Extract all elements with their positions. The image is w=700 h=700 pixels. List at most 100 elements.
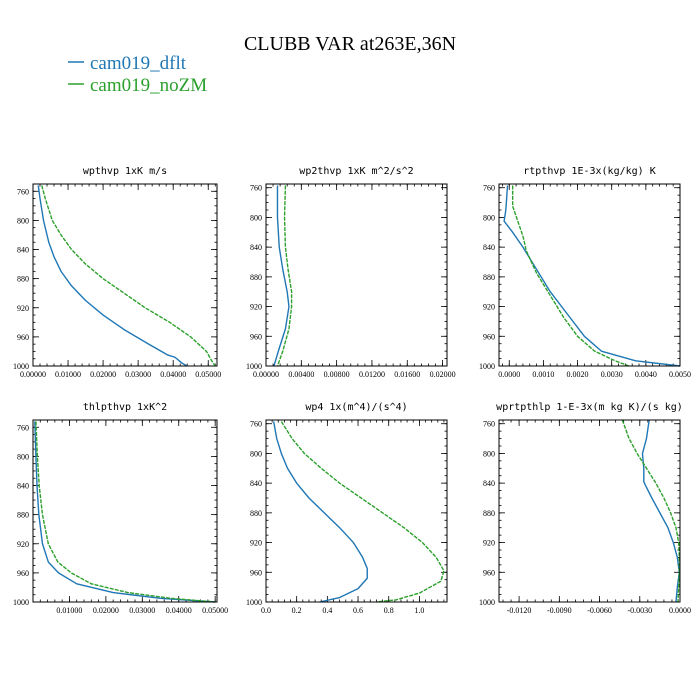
y-tick-label: 880 [250,509,262,518]
y-tick-label: 840 [250,243,262,252]
y-tick-label: 960 [17,569,29,578]
x-tick-label: 0.0040 [635,370,657,379]
y-tick-label: 800 [17,452,29,461]
y-tick-label: 760 [483,420,495,429]
y-tick-label: 1000 [246,598,262,607]
y-tick-label: 800 [250,449,262,458]
x-tick-label: 0.8 [384,606,394,615]
y-tick-label: 960 [250,332,262,341]
panel-6: wprtpthlp 1-E-3x(m kg K)/(s kg) -0.0120 -0… [479,402,691,615]
y-tick-label: 920 [250,303,262,312]
series-line-dflt [272,421,368,603]
plot-frame [498,183,681,367]
series-line-nozm [511,185,630,367]
x-tick-label: 0.04000 [166,606,192,615]
series-line-dflt [34,421,216,603]
plot-frame [32,183,218,367]
series-line-dflt [503,185,681,367]
panel-5: wp4 1x(m^4)/(s^4) 0.0 0.2 0.4 0.6 0.8 1.0 760 80… [246,402,448,615]
plot-frame [265,419,448,603]
series-line-nozm [41,185,216,367]
legend-label-nozm: cam019_noZM [90,75,207,96]
y-tick-label: 880 [483,509,495,518]
series-line-dflt [641,419,681,603]
plot-frame [498,419,681,603]
y-tick-label: 840 [17,482,29,491]
legend-label-dflt: cam019_dflt [90,53,187,74]
y-tick-label: 1000 [13,598,29,607]
x-tick-label: 0.01600 [394,370,420,379]
y-tick-label: 920 [483,539,495,548]
x-tick-label: 0.05000 [202,606,228,615]
y-tick-label: 960 [17,333,29,342]
plot-frame [32,419,218,603]
x-tick-label: 0.01000 [55,370,81,379]
panel-4: thlpthvp 1xK^2 0.01000 0.02000 0.03000 0.040… [13,402,228,615]
y-tick-label: 880 [483,273,495,282]
panel-3: rtpthvp 1E-3x(kg/kg) K 0.0000 0.0010 0.0020… [479,166,691,379]
x-tick-label: 0.00800 [324,370,350,379]
y-tick-label: 800 [483,213,495,222]
plot-frame [265,183,448,367]
series-line-nozm [280,421,445,603]
x-tick-label: 0.02000 [430,370,456,379]
y-tick-label: 840 [483,243,495,252]
x-tick-label: 0.03000 [129,606,155,615]
panel-title: wprtpthlp 1-E-3x(m kg K)/(s kg) [496,402,683,413]
panel-title: thlpthvp 1xK^2 [83,402,167,413]
y-tick-label: 760 [250,420,262,429]
legend: cam019_dflt cam019_noZM [68,53,207,96]
series-line-nozm [276,185,293,367]
x-tick-label: 0.05000 [195,370,221,379]
y-tick-label: 1000 [13,362,29,371]
x-tick-label: -0.0090 [547,606,572,615]
x-tick-label: 1.0 [414,606,424,615]
panel-1: wpthvp 1xK m/s 0.00000 0.01000 0.02000 0.030… [13,166,221,379]
y-tick-label: 880 [17,511,29,520]
y-tick-label: 760 [17,423,29,432]
y-tick-label: 840 [17,246,29,255]
y-tick-label: 960 [250,568,262,577]
x-tick-label: 0.0030 [601,370,623,379]
y-tick-label: 1000 [479,362,495,371]
y-tick-label: 760 [483,184,495,193]
x-tick-label: 0.00400 [288,370,314,379]
x-tick-label: 0.00000 [253,370,279,379]
panels: wpthvp 1xK m/s0.00000 0.01000 0.02000 0.030… [13,166,691,615]
x-tick-label: -0.0120 [507,606,532,615]
y-tick-label: 760 [250,184,262,193]
panel-title: wp2thvp 1xK m^2/s^2 [299,166,413,177]
x-tick-label: 0.03000 [125,370,151,379]
series-line-dflt [37,185,188,367]
y-tick-label: 920 [483,303,495,312]
y-tick-label: 920 [17,304,29,313]
y-tick-label: 800 [17,216,29,225]
x-tick-label: 0.0050 [669,370,691,379]
y-tick-label: 1000 [246,362,262,371]
x-tick-label: 0.02000 [90,370,116,379]
y-tick-label: 920 [250,539,262,548]
x-tick-label: 0.04000 [160,370,186,379]
y-tick-label: 880 [250,273,262,282]
x-tick-label: 0.6 [353,606,363,615]
x-tick-label: 0.02000 [93,606,119,615]
series-line-dflt [273,185,290,367]
y-tick-label: 920 [17,540,29,549]
x-tick-label: 0.0000 [498,370,520,379]
x-tick-label: 0.01000 [56,606,82,615]
y-tick-label: 840 [483,479,495,488]
panel-title: rtpthvp 1E-3x(kg/kg) K [523,166,655,177]
x-tick-label: 0.0010 [532,370,554,379]
y-tick-label: 880 [17,275,29,284]
y-tick-label: 800 [250,213,262,222]
y-tick-label: 840 [250,479,262,488]
x-tick-label: 0.0 [261,606,271,615]
y-tick-label: 760 [17,187,29,196]
x-tick-label: 0.01200 [359,370,385,379]
series-line-nozm [35,421,216,603]
x-tick-label: 0.4 [322,606,332,615]
series-line-nozm [621,419,681,603]
y-tick-label: 1000 [479,598,495,607]
x-tick-label: 0.00000 [20,370,46,379]
